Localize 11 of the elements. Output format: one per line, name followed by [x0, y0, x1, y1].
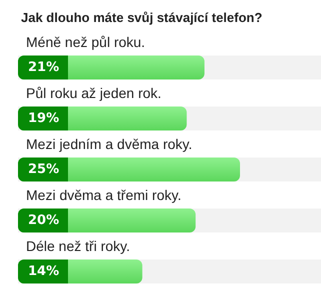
- data-label: 19%: [28, 111, 60, 126]
- y-tick-label: Mezi jedním a dvěma roky.: [26, 136, 192, 152]
- chart-title: Jak dlouho máte svůj stávající telefon?: [21, 10, 262, 25]
- y-tick-label: Mezi dvěma a třemi roky.: [26, 187, 182, 203]
- data-label: 25%: [28, 162, 60, 177]
- data-label: 20%: [28, 213, 60, 228]
- y-tick-label: Déle než tři roky.: [26, 238, 130, 254]
- data-label: 14%: [28, 264, 60, 279]
- y-tick-label: Půl roku až jeden rok.: [26, 85, 162, 101]
- y-tick-label: Méně než půl roku.: [26, 34, 146, 50]
- data-label: 21%: [28, 60, 60, 75]
